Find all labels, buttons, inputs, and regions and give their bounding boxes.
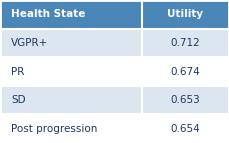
Text: Utility: Utility xyxy=(167,9,204,19)
Bar xyxy=(142,114,229,143)
Bar xyxy=(142,0,229,29)
Text: 0.712: 0.712 xyxy=(171,38,200,48)
Text: VGPR+: VGPR+ xyxy=(11,38,49,48)
Text: Post progression: Post progression xyxy=(11,124,98,134)
Text: 0.674: 0.674 xyxy=(171,66,200,77)
Bar xyxy=(0,86,142,114)
Bar xyxy=(0,114,142,143)
Text: SD: SD xyxy=(11,95,26,105)
Bar xyxy=(142,86,229,114)
Text: 0.653: 0.653 xyxy=(171,95,200,105)
Bar xyxy=(142,29,229,57)
Bar xyxy=(142,57,229,86)
Text: PR: PR xyxy=(11,66,25,77)
Text: 0.654: 0.654 xyxy=(171,124,200,134)
Bar xyxy=(0,0,142,29)
Text: Health State: Health State xyxy=(11,9,86,19)
Bar xyxy=(0,29,142,57)
Bar xyxy=(0,57,142,86)
